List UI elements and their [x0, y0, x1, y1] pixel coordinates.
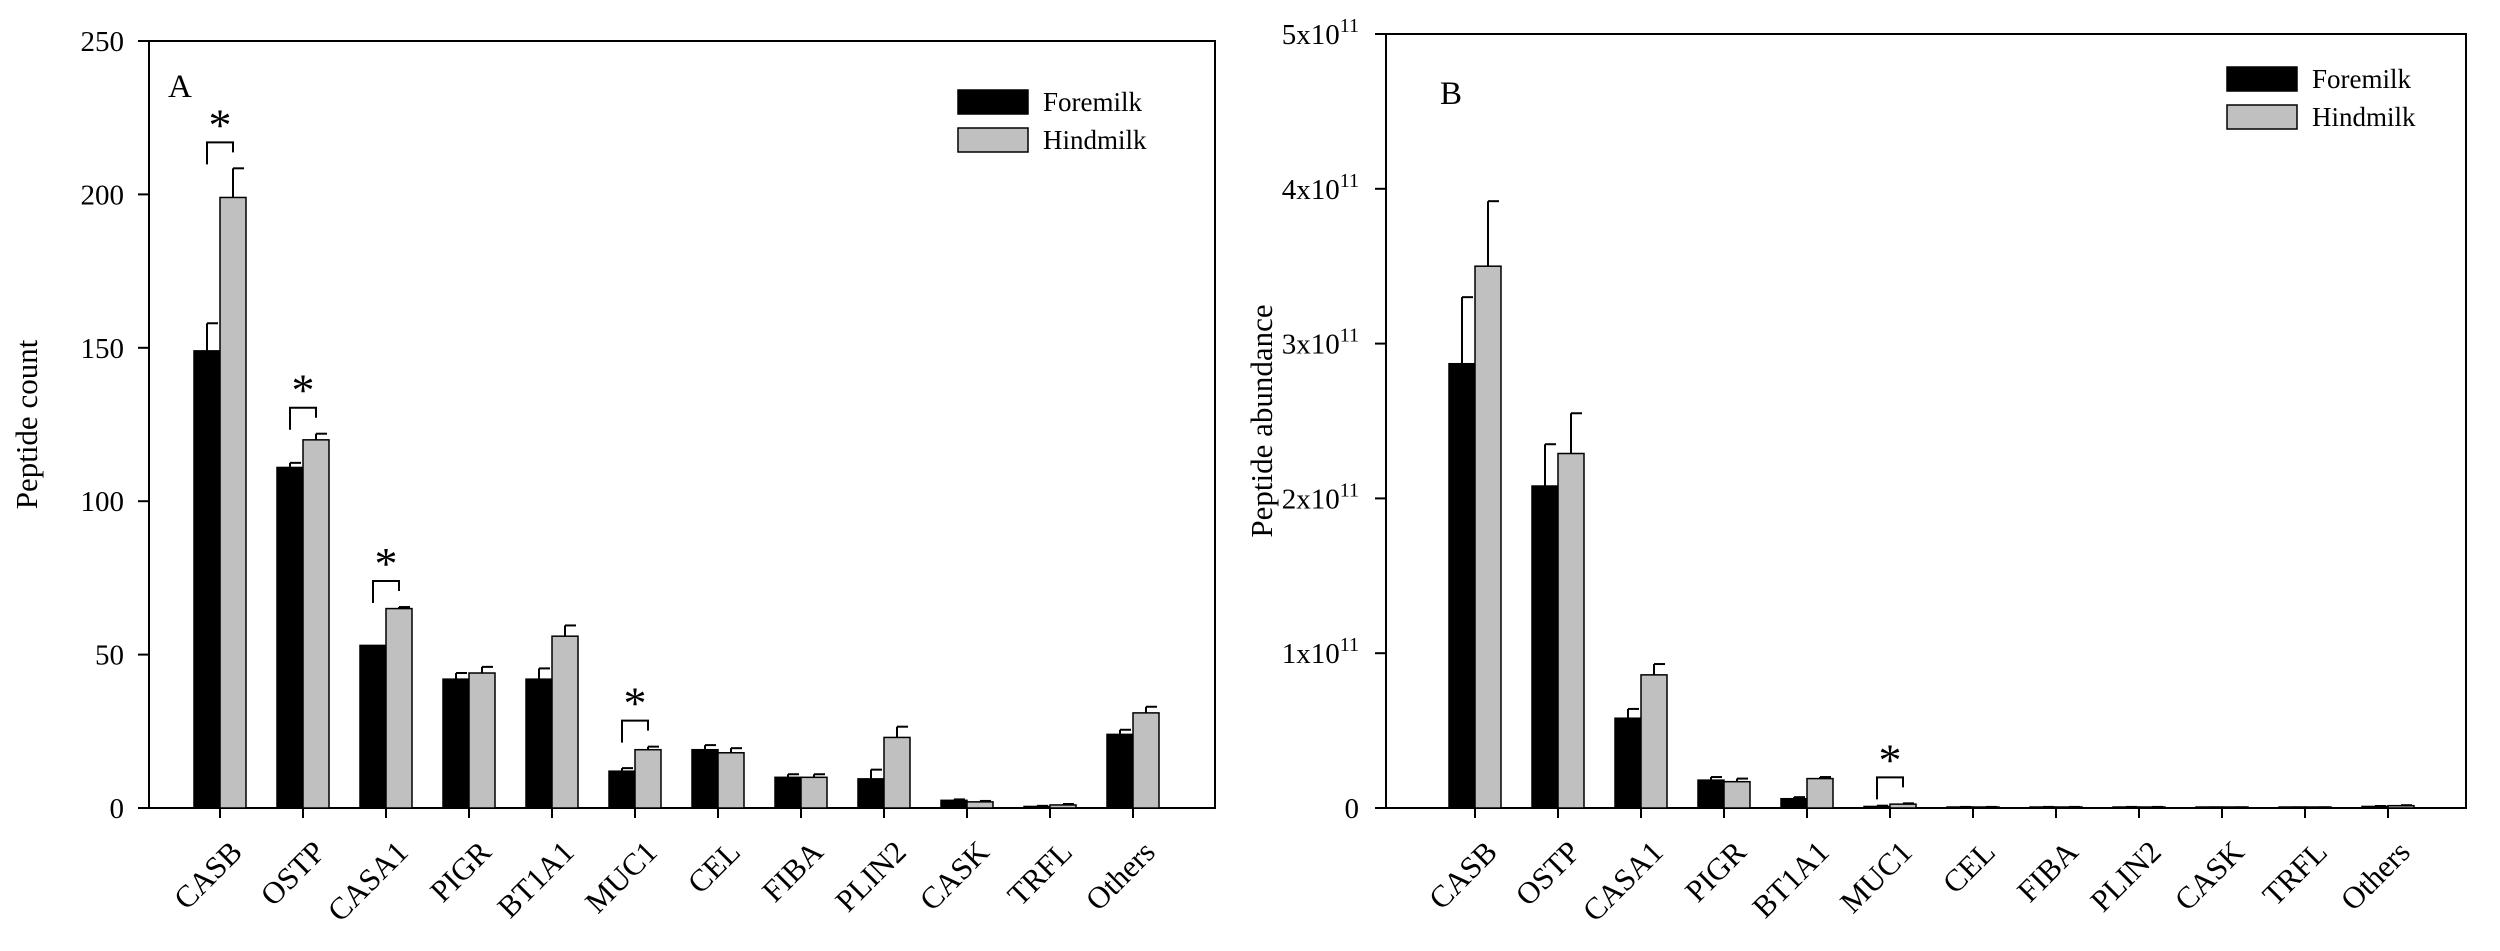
x-tick-label: BT1A1: [1745, 834, 1836, 925]
bar-foremilk-muc1: [1864, 806, 1890, 808]
x-tick-label: MUC1: [1833, 834, 1919, 920]
y-axis-label: Peptide abundance: [1244, 304, 1279, 537]
bar-hindmilk-muc1: [635, 750, 661, 808]
x-tick-label: CASK: [2168, 834, 2252, 918]
bar-foremilk-casa1: [360, 645, 386, 808]
legend-label-foremilk: Foremilk: [2312, 64, 2411, 94]
bar-hindmilk-plin2: [884, 737, 910, 808]
x-tick-label: MUC1: [578, 834, 664, 920]
panel-b-peptide-abundance-chart: 0 1x1011 2x1011 3x1011 4x1011 5x1011 Peptide a…: [1244, 15, 2466, 928]
panel-label: A: [168, 69, 192, 105]
y-tick-label: 0: [110, 793, 125, 825]
legend-swatch-foremilk: [2227, 67, 2297, 91]
bar-hindmilk-ostp: [303, 440, 329, 808]
bar-hindmilk-cel: [718, 753, 744, 808]
bar-hindmilk-casb: [1475, 266, 1501, 808]
x-tick-label: TRFL: [1000, 834, 1078, 912]
bar-foremilk-ostp: [277, 467, 303, 808]
significance-star: *: [375, 538, 398, 589]
bar-foremilk-casb: [194, 351, 220, 808]
legend-label-hindmilk: Hindmilk: [1043, 125, 1147, 155]
bar-foremilk-casa1: [1615, 718, 1641, 808]
bar-hindmilk-bt1a1: [1807, 779, 1833, 808]
legend-swatch-foremilk: [958, 90, 1028, 114]
bar-foremilk-pigr: [1698, 780, 1724, 808]
x-tick-label: OSTP: [1508, 834, 1586, 912]
bar-hindmilk-pigr: [469, 673, 495, 808]
legend-label-hindmilk: Hindmilk: [2312, 102, 2416, 132]
y-tick-label: 4x1011: [1282, 170, 1359, 206]
x-tick-label: OSTP: [253, 834, 331, 912]
y-tick-label: 1x1011: [1282, 634, 1359, 670]
bar-foremilk-bt1a1: [526, 679, 552, 808]
y-tick-label: 150: [81, 333, 125, 365]
bar-foremilk-others: [1107, 734, 1133, 808]
significance-star: *: [209, 99, 232, 150]
panel-label: B: [1440, 76, 1462, 112]
bar-foremilk-cel: [692, 750, 718, 808]
x-tick-label: BT1A1: [490, 834, 581, 925]
bar-hindmilk-muc1: [1890, 804, 1916, 808]
y-tick-label: 200: [81, 179, 125, 211]
bar-hindmilk-bt1a1: [552, 636, 578, 808]
bar-foremilk-ostp: [1532, 486, 1558, 808]
y-tick-label: 2x1011: [1282, 479, 1359, 515]
bar-foremilk-casb: [1449, 364, 1475, 808]
x-tick-label: CASA1: [1576, 834, 1670, 928]
y-tick-label: 250: [81, 26, 125, 58]
x-tick-label: PLIN2: [828, 834, 912, 918]
bar-foremilk-pigr: [443, 679, 469, 808]
x-tick-label: CASB: [1422, 834, 1504, 916]
x-tick-label: PIGR: [1678, 834, 1753, 909]
x-tick-label: CASA1: [321, 834, 415, 928]
legend: Foremilk Hindmilk: [958, 87, 1147, 155]
bar-foremilk-muc1: [609, 771, 635, 808]
x-tick-label: PLIN2: [2083, 834, 2167, 918]
bar-foremilk-bt1a1: [1781, 799, 1807, 808]
figure: 050100150200250Peptide countACASB OSTPCAS…: [0, 0, 2500, 951]
x-tick-label: CEL: [681, 834, 747, 900]
bar-foremilk-fiba: [775, 777, 801, 808]
bar-hindmilk-casa1: [386, 609, 412, 808]
y-tick-label: 50: [95, 640, 124, 672]
x-tick-label: Others: [1079, 834, 1162, 917]
bar-foremilk-plin2: [858, 779, 884, 808]
significance-star: *: [624, 678, 647, 729]
legend-swatch-hindmilk: [958, 128, 1028, 152]
x-tick-label: Others: [2334, 834, 2417, 917]
x-tick-label: FIBA: [2010, 834, 2085, 909]
x-tick-label: PIGR: [423, 834, 498, 909]
bar-hindmilk-fiba: [801, 777, 827, 808]
y-tick-label: 0: [1345, 793, 1360, 825]
x-tick-label: TRFL: [2255, 834, 2333, 912]
bar-foremilk-cask: [941, 800, 967, 808]
legend-swatch-hindmilk: [2227, 105, 2297, 129]
bar-hindmilk-pigr: [1724, 782, 1750, 808]
y-tick-label: 100: [81, 486, 125, 518]
x-tick-label: CASK: [913, 834, 997, 918]
y-tick-label: 5x1011: [1282, 15, 1359, 51]
significance-star: *: [1879, 734, 1902, 785]
bar-hindmilk-trfl: [1050, 805, 1076, 808]
x-tick-label: CEL: [1936, 834, 2002, 900]
x-tick-label: FIBA: [755, 834, 830, 909]
x-tick-label: CASB: [167, 834, 249, 916]
legend: Foremilk Hindmilk: [2227, 64, 2416, 132]
legend-label-foremilk: Foremilk: [1043, 87, 1142, 117]
bar-hindmilk-others: [1133, 713, 1159, 808]
bar-hindmilk-casb: [220, 197, 246, 808]
bar-hindmilk-casa1: [1641, 675, 1667, 808]
bar-hindmilk-cask: [967, 802, 993, 808]
y-tick-label: 3x1011: [1282, 325, 1359, 361]
bar-hindmilk-ostp: [1558, 454, 1584, 808]
y-axis-label: Peptide count: [9, 339, 44, 509]
significance-star: *: [292, 365, 315, 416]
